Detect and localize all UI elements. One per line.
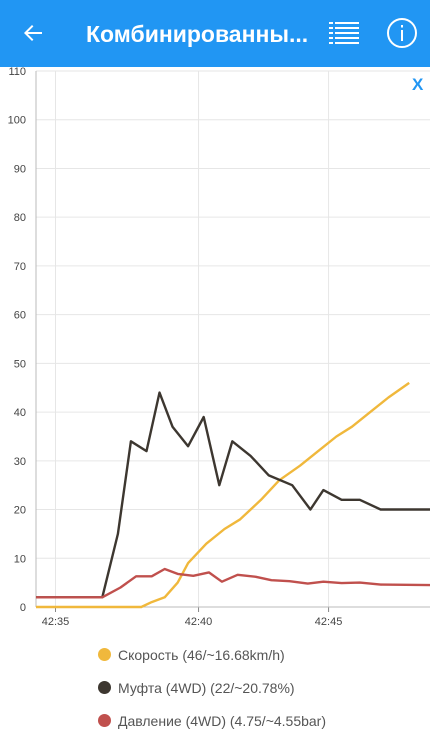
legend-dot: [98, 714, 111, 727]
legend-label: Давление (4WD) (4.75/~4.55bar): [118, 712, 327, 729]
x-tick-label: 42:40: [185, 616, 213, 628]
list-button[interactable]: [327, 16, 361, 50]
legend-dot: [98, 648, 111, 661]
chart-legend: Скорость (46/~16.68km/h) Муфта (4WD) (22…: [98, 638, 418, 730]
y-tick-label: 20: [14, 505, 26, 517]
legend-item-speed: Скорость (46/~16.68km/h): [98, 638, 418, 671]
legend-item-pressure: Давление (4WD) (4.75/~4.55bar): [98, 704, 418, 730]
back-button[interactable]: [14, 14, 52, 52]
y-tick-label: 30: [14, 456, 26, 468]
y-tick-label: 70: [14, 261, 26, 273]
series-line-1: [36, 391, 430, 599]
legend-dot: [98, 681, 111, 694]
page-title: Комбинированны...: [86, 21, 309, 47]
y-tick-label: 40: [14, 407, 26, 419]
y-tick-label: 10: [14, 553, 26, 565]
x-tick-label: 42:45: [315, 616, 343, 628]
y-tick-label: 60: [14, 310, 26, 322]
chart-area: 0 10 20 30 40 50 60 70 80 90 100 110 42:35 42:40 42:45…: [0, 67, 430, 637]
legend-label: Муфта (4WD) (22/~20.78%): [118, 679, 295, 696]
y-tick-label: 50: [14, 358, 26, 370]
y-tick-label: 100: [8, 115, 26, 127]
combined-line-chart: 0 10 20 30 40 50 60 70 80 90 100 110 42:35 42:40 42:45: [8, 67, 430, 628]
y-tick-label: 0: [20, 602, 26, 614]
y-tick-label: 110: [8, 67, 26, 78]
close-chart-button[interactable]: X: [412, 75, 424, 94]
info-button[interactable]: [385, 16, 419, 50]
legend-item-clutch: Муфта (4WD) (22/~20.78%): [98, 671, 418, 704]
list-icon: [329, 22, 359, 44]
legend-label: Скорость (46/~16.68km/h): [118, 646, 285, 663]
y-tick-label: 80: [14, 212, 26, 224]
info-icon: [387, 18, 417, 48]
app-bar: Комбинированны...: [0, 0, 430, 67]
x-tick-label: 42:35: [42, 616, 70, 628]
y-tick-label: 90: [14, 163, 26, 175]
series-line-2: [36, 567, 430, 599]
arrow-left-icon: [24, 25, 42, 41]
series-line-0: [36, 381, 410, 609]
